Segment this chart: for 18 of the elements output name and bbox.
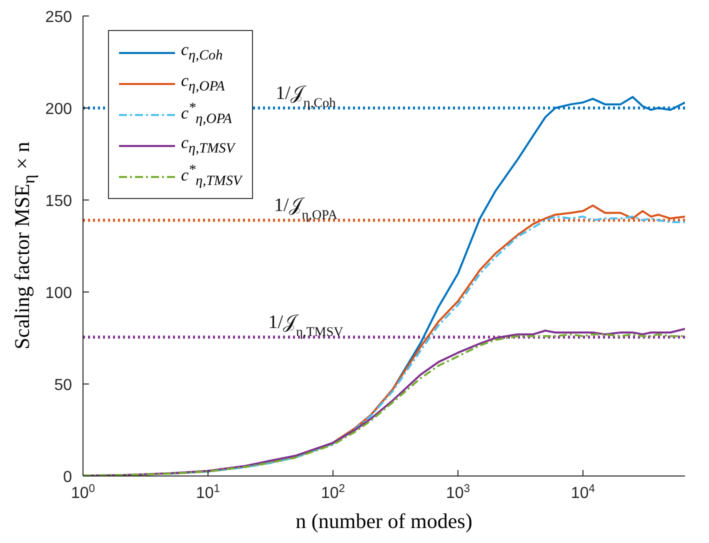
y-tick-label: 250 — [45, 9, 72, 26]
y-tick-label: 200 — [45, 101, 72, 118]
ref-line-label: 1/𝒥$_{η,Coh}$ — [276, 83, 336, 110]
x-tick-label: 10$^{0}$ — [70, 483, 96, 502]
legend-label: c$_{η,OPA}$ — [181, 71, 225, 95]
x-tick-label: 10$^{2}$ — [320, 483, 345, 502]
y-tick-label: 100 — [45, 285, 72, 302]
legend-label: c$_{η,TMSV}$ — [181, 133, 234, 157]
x-tick-label: 10$^{4}$ — [570, 483, 595, 502]
y-tick-label: 150 — [45, 193, 72, 210]
y-tick-label: 50 — [54, 377, 72, 394]
ref-line-label: 1/𝒥$_{η,OPA}$ — [274, 195, 338, 222]
legend-label: c$_{η,Coh}$ — [181, 40, 223, 64]
ref-line-label: 1/𝒥$_{η,TMSV}$ — [268, 312, 344, 339]
y-tick-label: 0 — [63, 469, 72, 486]
x-tick-label: 10$^{1}$ — [196, 483, 220, 502]
x-axis-title: n (number of modes) — [296, 509, 472, 533]
x-tick-label: 10$^{3}$ — [446, 483, 470, 502]
